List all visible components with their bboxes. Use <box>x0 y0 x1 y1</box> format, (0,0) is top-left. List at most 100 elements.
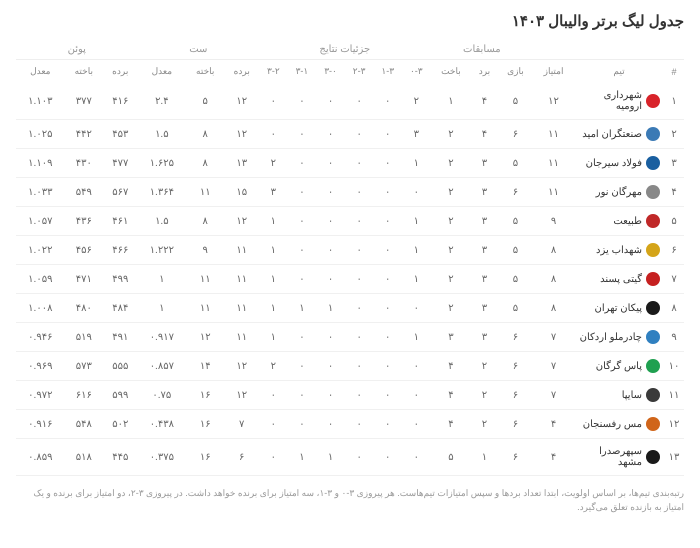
sw-cell: ۷ <box>224 410 259 439</box>
r03-cell: ۳ <box>402 120 431 149</box>
team-cell: طبیعت <box>574 207 664 236</box>
sr-cell: ۰.۳۷۵ <box>138 439 186 476</box>
pw-cell: ۴۶۶ <box>103 236 138 265</box>
r32-cell: ۰ <box>259 381 288 410</box>
played-cell: ۵ <box>498 149 533 178</box>
sw-cell: ۱۵ <box>224 178 259 207</box>
r32-cell: ۰ <box>259 120 288 149</box>
r30-cell: ۰ <box>316 323 345 352</box>
r13-cell: ۰ <box>373 381 402 410</box>
team-name: شهرداری ارومیه <box>576 90 642 112</box>
rank-cell: ۶ <box>664 236 684 265</box>
rank-cell: ۵ <box>664 207 684 236</box>
played-cell: ۶ <box>498 323 533 352</box>
col-win: برد <box>471 60 498 84</box>
r31-cell: ۰ <box>288 120 317 149</box>
team-cell: گیتی پسند <box>574 265 664 294</box>
r32-cell: ۱ <box>259 323 288 352</box>
pw-cell: ۴۸۴ <box>103 294 138 323</box>
played-cell: ۶ <box>498 120 533 149</box>
loss-cell: ۳ <box>431 323 472 352</box>
sr-cell: ۱.۲۲۲ <box>138 236 186 265</box>
r30-cell: ۰ <box>316 265 345 294</box>
sl-cell: ۱۱ <box>186 265 224 294</box>
col-pw: برده <box>103 60 138 84</box>
table-row: ۳فولاد سیرجان۱۱۵۳۲۱۰۰۰۰۲۱۳۸۱.۶۲۵۴۷۷۴۳۰۱.… <box>16 149 684 178</box>
team-cell: سایپا <box>574 381 664 410</box>
col-team: تیم <box>574 60 664 84</box>
rank-cell: ۱۲ <box>664 410 684 439</box>
r30-cell: ۰ <box>316 410 345 439</box>
r32-cell: ۱ <box>259 236 288 265</box>
loss-cell: ۴ <box>431 381 472 410</box>
r03-cell: ۱ <box>402 207 431 236</box>
r31-cell: ۰ <box>288 207 317 236</box>
sw-cell: ۱۲ <box>224 207 259 236</box>
played-cell: ۶ <box>498 381 533 410</box>
pw-cell: ۵۶۷ <box>103 178 138 207</box>
r31-cell: ۰ <box>288 178 317 207</box>
r13-cell: ۰ <box>373 294 402 323</box>
r03-cell: ۱ <box>402 149 431 178</box>
pts-cell: ۷ <box>533 352 574 381</box>
col-pts: امتیاز <box>533 60 574 84</box>
win-cell: ۳ <box>471 178 498 207</box>
group-sets: ست <box>138 40 259 60</box>
r31-cell: ۰ <box>288 323 317 352</box>
rank-cell: ۸ <box>664 294 684 323</box>
r31-cell: ۰ <box>288 265 317 294</box>
rank-cell: ۴ <box>664 178 684 207</box>
sl-cell: ۸ <box>186 207 224 236</box>
pts-cell: ۷ <box>533 323 574 352</box>
pw-cell: ۵۹۹ <box>103 381 138 410</box>
r13-cell: ۰ <box>373 178 402 207</box>
win-cell: ۳ <box>471 294 498 323</box>
pr-cell: ۱.۱۰۳ <box>16 83 65 120</box>
pw-cell: ۴۴۵ <box>103 439 138 476</box>
r31-cell: ۰ <box>288 236 317 265</box>
r32-cell: ۲ <box>259 149 288 178</box>
win-cell: ۳ <box>471 265 498 294</box>
col-played: بازی <box>498 60 533 84</box>
r32-cell: ۱ <box>259 265 288 294</box>
pl-cell: ۵۱۹ <box>65 323 103 352</box>
pl-cell: ۵۱۸ <box>65 439 103 476</box>
team-cell: سپهرصدرا مشهد <box>574 439 664 476</box>
r32-cell: ۱ <box>259 207 288 236</box>
r23-cell: ۰ <box>345 294 374 323</box>
sw-cell: ۱۱ <box>224 236 259 265</box>
loss-cell: ۲ <box>431 265 472 294</box>
pts-cell: ۴ <box>533 410 574 439</box>
team-cell: شهرداری ارومیه <box>574 83 664 120</box>
played-cell: ۵ <box>498 265 533 294</box>
r31-cell: ۱ <box>288 439 317 476</box>
r13-cell: ۰ <box>373 83 402 120</box>
r23-cell: ۰ <box>345 149 374 178</box>
col-32: ۳-۲ <box>259 60 288 84</box>
team-name: پاس گرگان <box>596 361 642 372</box>
r23-cell: ۰ <box>345 120 374 149</box>
sl-cell: ۱۱ <box>186 178 224 207</box>
team-cell: صنعتگران امید <box>574 120 664 149</box>
pl-cell: ۴۳۶ <box>65 207 103 236</box>
r30-cell: ۰ <box>316 381 345 410</box>
team-name: مس رفسنجان <box>583 419 642 430</box>
pl-cell: ۴۷۱ <box>65 265 103 294</box>
sl-cell: ۸ <box>186 149 224 178</box>
table-row: ۴مهرگان نور۱۱۶۳۲۰۰۰۰۰۳۱۵۱۱۱.۳۶۴۵۶۷۵۴۹۱.۰… <box>16 178 684 207</box>
pts-cell: ۸ <box>533 236 574 265</box>
sl-cell: ۱۴ <box>186 352 224 381</box>
r23-cell: ۰ <box>345 178 374 207</box>
pw-cell: ۴۹۱ <box>103 323 138 352</box>
table-row: ۹چادرملو اردکان۷۶۳۳۱۰۰۰۰۱۱۱۱۲۰.۹۱۷۴۹۱۵۱۹… <box>16 323 684 352</box>
team-logo-icon <box>646 127 660 141</box>
rank-cell: ۱ <box>664 83 684 120</box>
loss-cell: ۱ <box>431 83 472 120</box>
r31-cell: ۰ <box>288 83 317 120</box>
r13-cell: ۰ <box>373 149 402 178</box>
pl-cell: ۴۴۲ <box>65 120 103 149</box>
col-pl: باخته <box>65 60 103 84</box>
column-header-row: # تیم امتیاز بازی برد باخت ۰-۳ ۱-۳ ۲-۳ ۳… <box>16 60 684 84</box>
pr-cell: ۰.۸۵۹ <box>16 439 65 476</box>
sw-cell: ۶ <box>224 439 259 476</box>
